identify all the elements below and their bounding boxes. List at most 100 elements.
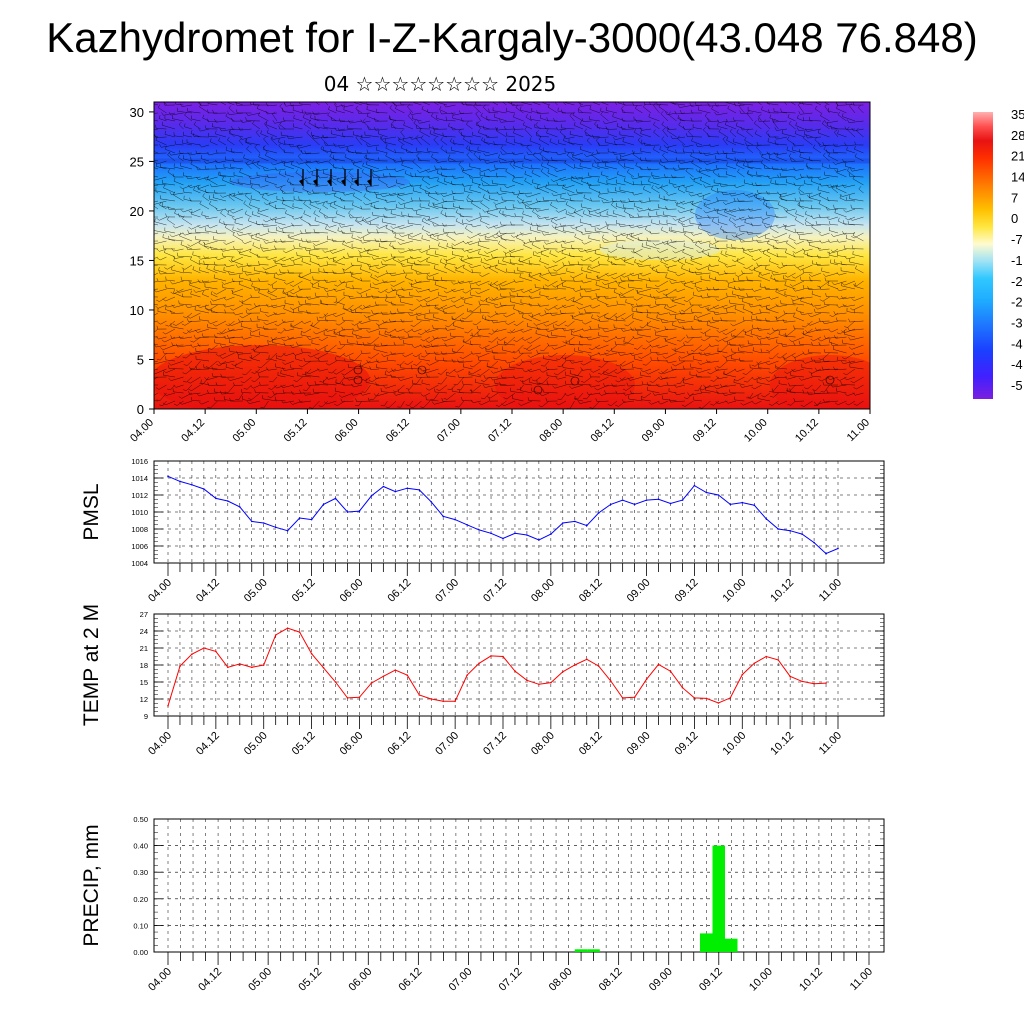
wind-barb (522, 213, 533, 218)
wind-barb (304, 320, 312, 324)
wind-barb-flag (354, 150, 357, 154)
wind-barb (591, 154, 601, 162)
wind-barb-flag (369, 265, 371, 270)
wind-barb (563, 230, 575, 234)
wind-barb (657, 104, 669, 106)
wind-barb (315, 295, 329, 298)
wind-barb-flag (461, 183, 465, 187)
wind-barb-flag (483, 172, 485, 177)
wind-barb-flag (419, 184, 422, 188)
wind-barb (183, 192, 193, 194)
wind-barb-flag (523, 242, 526, 246)
wind-barb (547, 164, 558, 170)
wind-barb (267, 312, 278, 317)
wind-barb-flag (233, 246, 235, 250)
wind-barb-flag (220, 194, 223, 198)
wind-barb (556, 264, 567, 272)
wind-barb (183, 175, 193, 178)
wind-barb-flag (646, 166, 649, 171)
wind-barb (311, 137, 320, 146)
wind-barb-flag (315, 160, 319, 164)
wind-barb (505, 102, 516, 106)
wind-barb-flag (333, 301, 337, 304)
wind-barb (516, 336, 524, 342)
wind-barb-flag (672, 167, 676, 171)
wind-barb-flag (466, 145, 469, 149)
wind-barb-flag (531, 241, 534, 245)
wind-barb (268, 256, 278, 261)
wind-barb (254, 351, 269, 354)
wind-barb-flag (257, 105, 259, 109)
wind-barb (154, 360, 167, 365)
wind-barb (529, 263, 541, 266)
wind-barb (463, 138, 473, 146)
wind-barb (453, 199, 465, 202)
heatmap-anomaly (600, 240, 720, 260)
wind-barb-flag (365, 293, 368, 297)
wind-barb-flag (440, 298, 443, 302)
wind-barb-flag (324, 279, 327, 283)
wind-barb-flag (415, 374, 418, 378)
wind-barb (498, 157, 507, 162)
wind-barb-flag (215, 207, 218, 211)
wind-barb-flag (578, 106, 581, 110)
wind-barb (158, 304, 167, 309)
wind-barb-flag (452, 175, 455, 179)
wind-barb-flag (398, 185, 401, 189)
wind-barb-flag (315, 201, 318, 205)
wind-barb-flag (690, 152, 692, 157)
wind-barb (539, 261, 550, 266)
wind-barb (243, 336, 252, 340)
wind-barb (266, 200, 278, 205)
wind-barb (685, 261, 694, 266)
wind-barb (691, 204, 703, 210)
wind-barb-flag (363, 184, 367, 188)
wind-barb-flag (246, 262, 249, 267)
wind-barb-flag (429, 233, 432, 238)
wind-barb-flag (435, 98, 436, 101)
wind-barb-flag (589, 305, 593, 309)
wind-barb-flag (156, 359, 161, 361)
wind-barb-flag (352, 285, 354, 289)
wind-barb (199, 392, 210, 397)
wind-barb (462, 296, 473, 300)
wind-barb (352, 164, 363, 170)
wind-barb (304, 179, 312, 186)
wind-barb (693, 399, 703, 402)
wind-barb-flag (162, 331, 166, 335)
wind-barb-flag (312, 111, 315, 115)
wind-barb (227, 384, 235, 393)
wind-barb (703, 129, 711, 138)
wind-barb (564, 352, 575, 360)
wind-barb (471, 392, 482, 394)
wind-barb-flag (675, 273, 679, 277)
wind-barb-flag (224, 263, 227, 268)
wind-barb-flag (649, 381, 653, 383)
wind-barb-flag (307, 354, 311, 358)
wind-barb (181, 400, 193, 405)
wind-barb (618, 376, 626, 383)
wind-barb-flag (397, 250, 401, 254)
wind-barb (648, 384, 660, 386)
wind-barb-flag (203, 255, 206, 259)
wind-barb-flag (180, 241, 183, 245)
wind-barb (658, 163, 669, 170)
wind-barb (567, 296, 575, 301)
wind-barb (154, 230, 167, 234)
wind-barb-flag (630, 273, 633, 277)
wind-barb-flag (489, 265, 492, 269)
wind-barb-flag (232, 382, 235, 386)
wind-barb (342, 243, 354, 250)
wind-barb (693, 181, 703, 186)
wind-barb-flag (350, 160, 354, 164)
wind-barb (490, 312, 499, 318)
wind-barb-flag (635, 118, 638, 123)
wind-barb-flag (408, 389, 410, 394)
wind-barb-flag (386, 185, 389, 188)
wind-barb-flag (536, 198, 538, 202)
wind-barb-flag (478, 402, 482, 405)
wind-barb-flag (611, 383, 614, 387)
wind-barb-flag (409, 308, 413, 312)
wind-barb (684, 344, 694, 346)
wind-barb-flag (290, 284, 294, 287)
